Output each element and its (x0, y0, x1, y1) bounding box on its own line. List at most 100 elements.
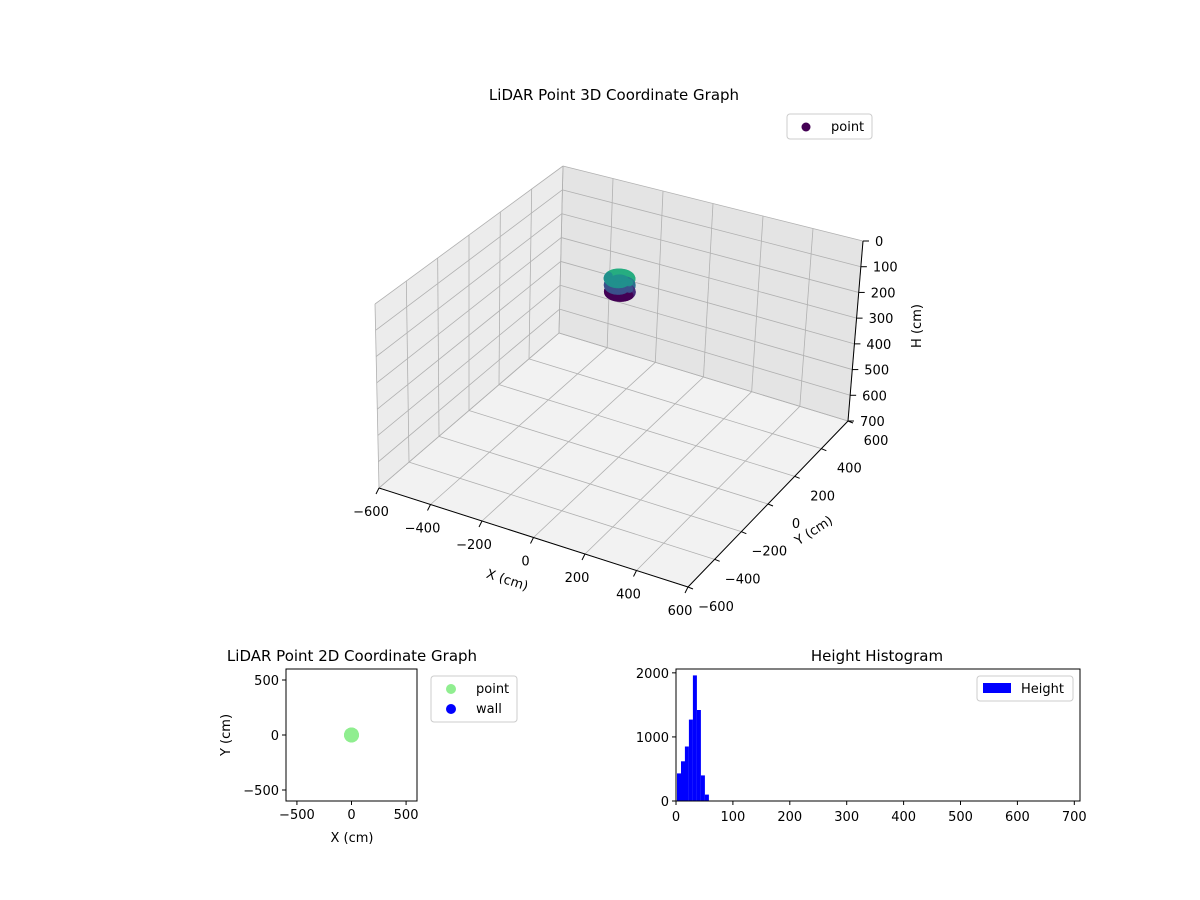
point-3d (625, 284, 634, 293)
x-tick-label-3d: 200 (565, 571, 590, 586)
legend-3d-label: point (831, 120, 864, 135)
x-tick-mark-3d (478, 520, 483, 528)
x-tick-mark-3d (530, 537, 534, 544)
grid-line-y-left (528, 188, 533, 359)
points-2d (344, 727, 359, 743)
y-tick-mark-3d (821, 448, 827, 452)
x-tick-label-2d: 0 (347, 808, 355, 823)
point-2d (349, 730, 359, 741)
grid-line-z-left (377, 284, 561, 436)
y-tick-label-hist: 1000 (636, 731, 669, 746)
grid-line-y-left (374, 303, 380, 489)
y-tick-label-hist: 2000 (636, 667, 669, 682)
grid-line-y-left (437, 257, 440, 437)
grid-line-y-floor (408, 461, 715, 560)
x-axis-label-2d: X (cm) (331, 831, 374, 846)
points-3d (603, 268, 636, 302)
legend-2d-point-label: point (476, 682, 509, 697)
legend-histogram-frame (976, 675, 1074, 702)
z-tick-label-3d: 100 (873, 261, 898, 276)
z-tick-label-3d: 200 (871, 286, 896, 301)
grid-line-y-left (558, 165, 564, 334)
z-axis-label-3d: H (cm) (910, 304, 925, 348)
grid-line-z-back (560, 284, 853, 370)
histogram-title: Height Histogram (811, 647, 943, 665)
x-tick-label-3d: −400 (405, 522, 441, 537)
floor-pane (379, 333, 848, 587)
grid-line-x-back (751, 215, 764, 392)
grid-line-z-back (562, 165, 864, 242)
x-tick-mark-3d (427, 504, 431, 511)
x-tick-label-3d: 600 (668, 604, 693, 619)
point-3d-inner (620, 280, 628, 288)
legend-histogram: Height (976, 675, 1074, 702)
z-tick-label-3d: 400 (866, 338, 891, 353)
x-tick-mark-3d (375, 487, 380, 495)
x-tick-label-hist: 0 (672, 810, 680, 825)
legend-3d-marker (801, 122, 811, 132)
legend-2d-point-marker (446, 684, 456, 694)
grid-line-x-back (703, 203, 714, 378)
z-tick-label-3d: 500 (864, 364, 889, 379)
grid-line-z-left (378, 332, 560, 489)
grid-line-x-back (654, 190, 664, 363)
grid-line-z-back (561, 213, 859, 293)
grid-line-z-left (378, 308, 560, 463)
z-axis-line-3d (847, 240, 864, 422)
legend-3d-frame (786, 113, 873, 140)
grid-line-y-left (405, 280, 410, 463)
grid-line-z-left (375, 213, 563, 357)
grid-line-z-left (377, 261, 561, 410)
legend-2d-wall-label: wall (476, 702, 502, 717)
y-tick-label-3d: −600 (698, 600, 734, 615)
z-tick-label-3d: 700 (860, 415, 885, 430)
y-tick-label-2d: 0 (271, 729, 279, 744)
grid-line-z-back (559, 308, 851, 396)
chart-3d-title: LiDAR Point 3D Coordinate Graph (489, 86, 739, 104)
y-tick-mark-3d (794, 475, 800, 479)
grid-line-z-back (562, 189, 861, 268)
grid-line-y-floor (468, 410, 769, 505)
x-tick-mark-3d (581, 553, 586, 561)
histogram-bar (696, 710, 701, 801)
y-tick-label-3d: 200 (810, 489, 835, 504)
x-tick-label-hist: 300 (834, 810, 859, 825)
histogram-bars (677, 675, 709, 801)
z-tick-label-3d: 300 (869, 312, 894, 327)
histogram-bar (681, 761, 685, 801)
y-tick-label-3d: −400 (725, 572, 761, 587)
histogram-bar (684, 746, 689, 801)
x-tick-mark-3d (633, 570, 637, 577)
legend-3d: point (786, 113, 873, 140)
grid-line-z-left (376, 237, 562, 384)
grid-line-y-floor (438, 435, 742, 533)
grid-line-z-back (558, 332, 849, 422)
grid-line-x-back (606, 178, 614, 348)
y-tick-mark-3d (741, 531, 747, 535)
ticks-2d: −500 0 500 −500 0 500 (243, 674, 418, 823)
grid-line-z-left (374, 165, 564, 305)
point-3d (625, 291, 634, 300)
legend-histogram-label: Height (1021, 682, 1064, 697)
y-tick-label-2d: −500 (243, 784, 279, 799)
x-tick-label-hist: 500 (948, 810, 973, 825)
grid-line-z-left (375, 189, 563, 331)
x-tick-label-hist: 100 (720, 810, 745, 825)
chart-histogram: Height Histogram 0 100 200 300 400 500 600 7000… (636, 647, 1087, 825)
x-tick-label-2d: −500 (279, 808, 315, 823)
grid-line-y-left (498, 211, 501, 385)
back-pane (559, 166, 863, 421)
x-tick-label-hist: 200 (777, 810, 802, 825)
x-tick-label-hist: 600 (1005, 810, 1030, 825)
grid-3d (374, 165, 864, 588)
y-tick-label-3d: 600 (864, 434, 889, 449)
histogram-ticks: 0 100 200 300 400 500 600 700 0 1000 2000 (636, 667, 1087, 825)
x-tick-label-hist: 400 (891, 810, 916, 825)
x-tick-label-3d: 400 (616, 588, 641, 603)
y-tick-mark-3d (767, 503, 774, 507)
y-tick-label-3d: 0 (792, 517, 800, 532)
histogram-bar (704, 794, 709, 801)
y-axis-label-2d: Y (cm) (219, 714, 234, 757)
